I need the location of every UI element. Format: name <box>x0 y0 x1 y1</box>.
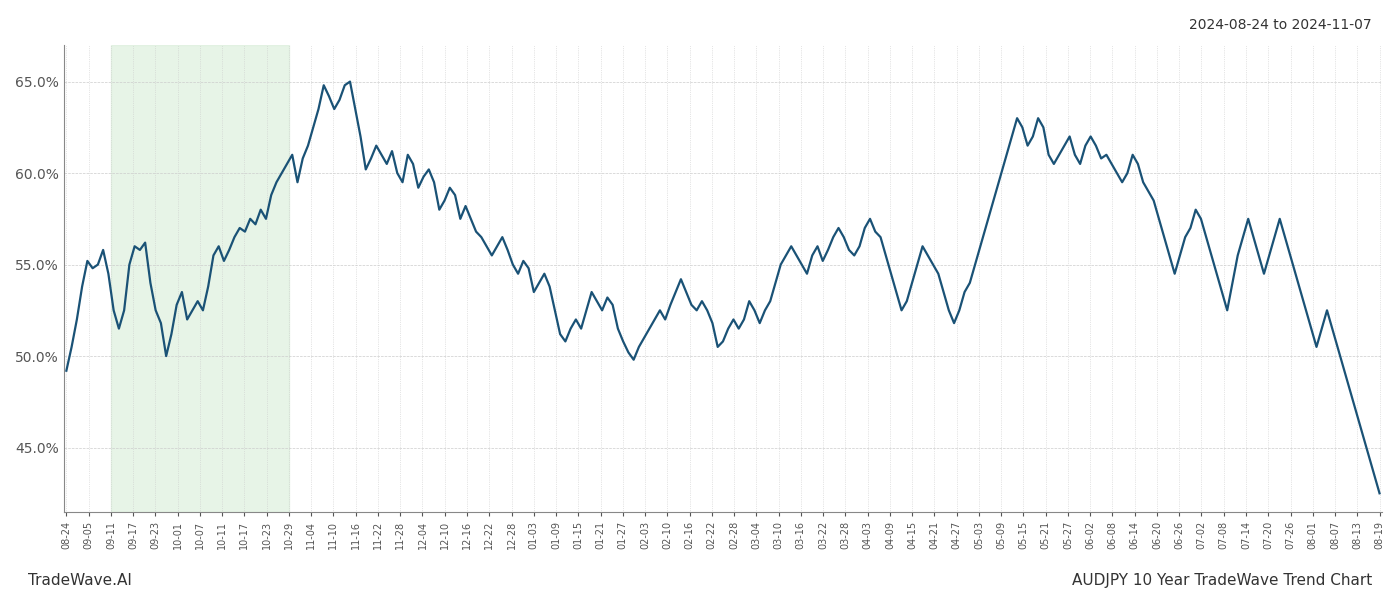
Text: 2024-08-24 to 2024-11-07: 2024-08-24 to 2024-11-07 <box>1190 18 1372 32</box>
Text: TradeWave.AI: TradeWave.AI <box>28 573 132 588</box>
Text: AUDJPY 10 Year TradeWave Trend Chart: AUDJPY 10 Year TradeWave Trend Chart <box>1072 573 1372 588</box>
Bar <box>111 45 288 512</box>
